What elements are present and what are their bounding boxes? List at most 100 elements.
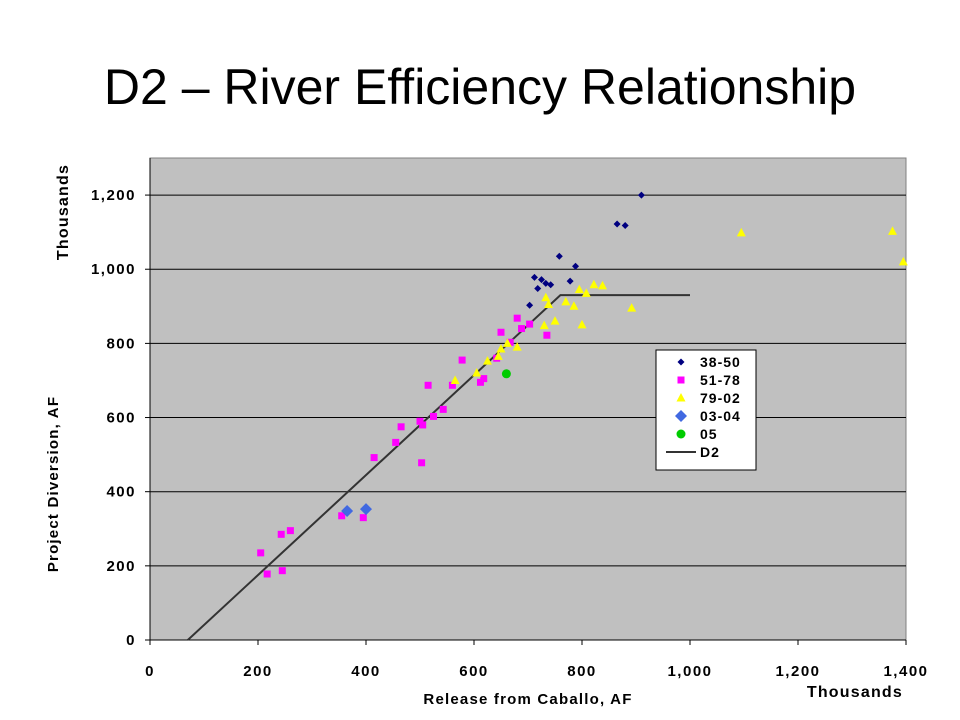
data-point <box>257 549 265 557</box>
plot-background <box>149 157 907 641</box>
axis-labels: Release from Caballo, AF Thousands Project… <box>45 164 903 708</box>
y-axis-multiplier: Thousands <box>55 164 72 260</box>
x-tick-label: 200 <box>243 663 273 680</box>
x-tick-label: 800 <box>567 663 597 680</box>
data-point <box>496 343 506 353</box>
data-point <box>370 454 378 462</box>
data-point <box>418 459 426 467</box>
data-point <box>439 405 447 413</box>
x-tick-label: 400 <box>351 663 381 680</box>
data-point <box>493 351 503 360</box>
plot-area <box>149 157 907 641</box>
legend-swatch <box>676 429 686 439</box>
x-axis-label: Release from Caballo, AF <box>423 691 632 708</box>
data-point <box>526 320 534 328</box>
series-79-02 <box>450 226 908 384</box>
data-point <box>450 375 460 384</box>
data-point <box>566 277 574 285</box>
data-point <box>544 299 554 308</box>
legend-swatch <box>677 376 685 384</box>
data-point <box>263 570 271 578</box>
series-line-D2 <box>187 294 690 641</box>
data-point <box>589 279 599 289</box>
data-point <box>483 356 492 365</box>
data-point <box>277 530 285 538</box>
legend-label: 51-78 <box>700 372 741 388</box>
data-point <box>555 252 563 260</box>
data-point <box>543 331 551 339</box>
data-point <box>458 356 466 364</box>
y-tick-label: 800 <box>106 335 136 352</box>
x-tick-label: 1,200 <box>775 663 820 680</box>
data-point <box>278 567 286 575</box>
data-point <box>574 284 584 294</box>
legend-swatch <box>676 393 686 402</box>
x-axis-multiplier: Thousands <box>807 684 903 701</box>
data-point <box>397 423 405 431</box>
data-point <box>392 438 400 446</box>
data-point <box>581 288 591 297</box>
x-tick-label: 600 <box>459 663 489 680</box>
data-point <box>534 285 542 293</box>
series-layer <box>187 191 908 641</box>
data-point <box>526 301 534 309</box>
y-tick-label: 200 <box>106 558 136 575</box>
data-point <box>898 256 908 266</box>
legend-label: D2 <box>700 444 720 460</box>
series-D2 <box>187 294 690 641</box>
data-point <box>736 227 746 237</box>
data-point <box>341 504 354 517</box>
data-point <box>480 375 488 383</box>
y-tick-label: 600 <box>106 410 136 427</box>
data-point <box>627 303 637 312</box>
x-tick-label: 0 <box>145 663 155 680</box>
legend: 38-50 51-78 79-02 03-04 05 D2 <box>655 349 757 471</box>
page-title: D2 – River Efficiency Relationship <box>103 59 857 115</box>
legend-swatch <box>677 358 685 366</box>
data-point <box>577 319 587 329</box>
series-05 <box>501 369 511 379</box>
data-point <box>530 273 538 281</box>
data-point <box>888 226 897 235</box>
data-point <box>512 342 522 351</box>
data-point <box>338 512 346 520</box>
data-point <box>513 314 521 322</box>
y-tick-label: 1,200 <box>91 187 136 204</box>
data-point <box>637 191 645 199</box>
y-tick-label: 0 <box>126 632 136 649</box>
data-point <box>497 328 505 336</box>
legend-label: 38-50 <box>700 354 741 370</box>
legend-label: 79-02 <box>700 390 741 406</box>
data-point <box>359 514 367 522</box>
legend-label: 03-04 <box>700 408 741 424</box>
x-tick-label: 1,000 <box>667 663 712 680</box>
data-point <box>539 320 549 330</box>
data-point <box>561 296 571 306</box>
series-38-50 <box>526 191 645 309</box>
gridlines <box>150 194 906 567</box>
data-point <box>569 301 579 310</box>
data-point <box>621 221 629 229</box>
series-03-04 <box>341 503 372 517</box>
legend-box <box>655 349 757 471</box>
data-point <box>360 503 372 516</box>
data-point <box>448 381 456 389</box>
y-axis-label: Project Diversion, AF <box>45 396 62 572</box>
data-point <box>572 262 580 270</box>
data-point <box>419 421 427 429</box>
data-point <box>416 417 424 425</box>
data-point <box>541 292 551 302</box>
y-tick-label: 1,000 <box>91 261 136 278</box>
data-point <box>506 338 514 346</box>
data-point <box>286 527 294 535</box>
data-point <box>502 338 512 347</box>
legend-swatch <box>675 410 687 422</box>
data-point <box>476 378 484 386</box>
y-axis-ticks: 0 200 400 600 800 1,000 1,200 <box>91 187 150 649</box>
data-point <box>550 316 560 325</box>
data-point <box>518 325 526 333</box>
x-tick-label: 1,400 <box>883 663 928 680</box>
legend-label: 05 <box>700 426 718 442</box>
data-point <box>538 276 545 284</box>
